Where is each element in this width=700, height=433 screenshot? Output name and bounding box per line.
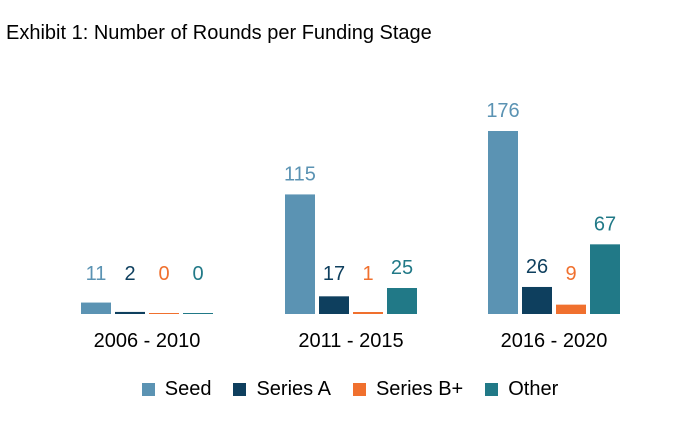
data-label-other-2011-2015: 25 <box>391 257 413 279</box>
x-tick-label-2016-2020: 2016 - 2020 <box>501 330 608 352</box>
legend-label-series-b: Series B+ <box>375 378 464 400</box>
data-label-other-2016-2020: 67 <box>594 213 616 235</box>
data-label-series-b-2011-2015: 1 <box>362 263 373 285</box>
legend-swatch-other <box>485 383 499 396</box>
bar-seed-2011-2015 <box>285 194 315 314</box>
bar-series-a-2011-2015 <box>319 296 349 314</box>
bars-layer <box>81 131 620 314</box>
bar-other-2011-2015 <box>387 288 417 314</box>
bar-series-b-2006-2010 <box>149 313 179 314</box>
data-labels-layer: 11 2 0 0 115 17 1 25 176 26 9 67 <box>86 100 617 285</box>
bar-other-2016-2020 <box>590 244 620 314</box>
x-tick-label-2006-2010: 2006 - 2010 <box>94 330 201 352</box>
bar-seed-2016-2020 <box>488 131 518 314</box>
legend-item-series-b: Series B+ <box>352 378 464 401</box>
legend: Seed Series A Series B+ Other <box>0 378 700 401</box>
data-label-series-a-2011-2015: 17 <box>323 263 345 285</box>
data-label-series-b-2006-2010: 0 <box>158 263 169 285</box>
bar-seed-2006-2010 <box>81 302 111 314</box>
legend-swatch-series-a <box>233 383 247 396</box>
legend-label-other: Other <box>508 378 559 400</box>
legend-label-series-a: Series A <box>256 378 331 400</box>
legend-item-series-a: Series A <box>233 378 331 401</box>
bar-series-a-2016-2020 <box>522 286 552 314</box>
data-label-series-a-2006-2010: 2 <box>124 263 135 285</box>
legend-label-seed: Seed <box>164 378 212 400</box>
legend-swatch-seed <box>141 383 155 396</box>
legend-item-seed: Seed <box>141 378 212 401</box>
x-axis-ticks: 2006 - 2010 2011 - 2015 2016 - 2020 <box>94 330 608 352</box>
data-label-series-a-2016-2020: 26 <box>526 256 548 278</box>
data-label-seed-2006-2010: 11 <box>86 263 107 285</box>
chart-title: Exhibit 1: Number of Rounds per Funding … <box>6 22 432 44</box>
data-label-series-b-2016-2020: 9 <box>565 263 576 285</box>
data-label-seed-2011-2015: 115 <box>284 163 316 185</box>
legend-item-other: Other <box>485 378 558 401</box>
bar-series-a-2006-2010 <box>115 311 145 314</box>
bar-series-b-2011-2015 <box>353 312 383 314</box>
data-label-seed-2016-2020: 176 <box>486 100 519 122</box>
x-tick-label-2011-2015: 2011 - 2015 <box>298 330 403 352</box>
bar-series-b-2016-2020 <box>556 304 586 314</box>
legend-swatch-series-b <box>352 383 366 396</box>
bar-other-2006-2010 <box>183 313 213 314</box>
data-label-other-2006-2010: 0 <box>192 263 203 285</box>
